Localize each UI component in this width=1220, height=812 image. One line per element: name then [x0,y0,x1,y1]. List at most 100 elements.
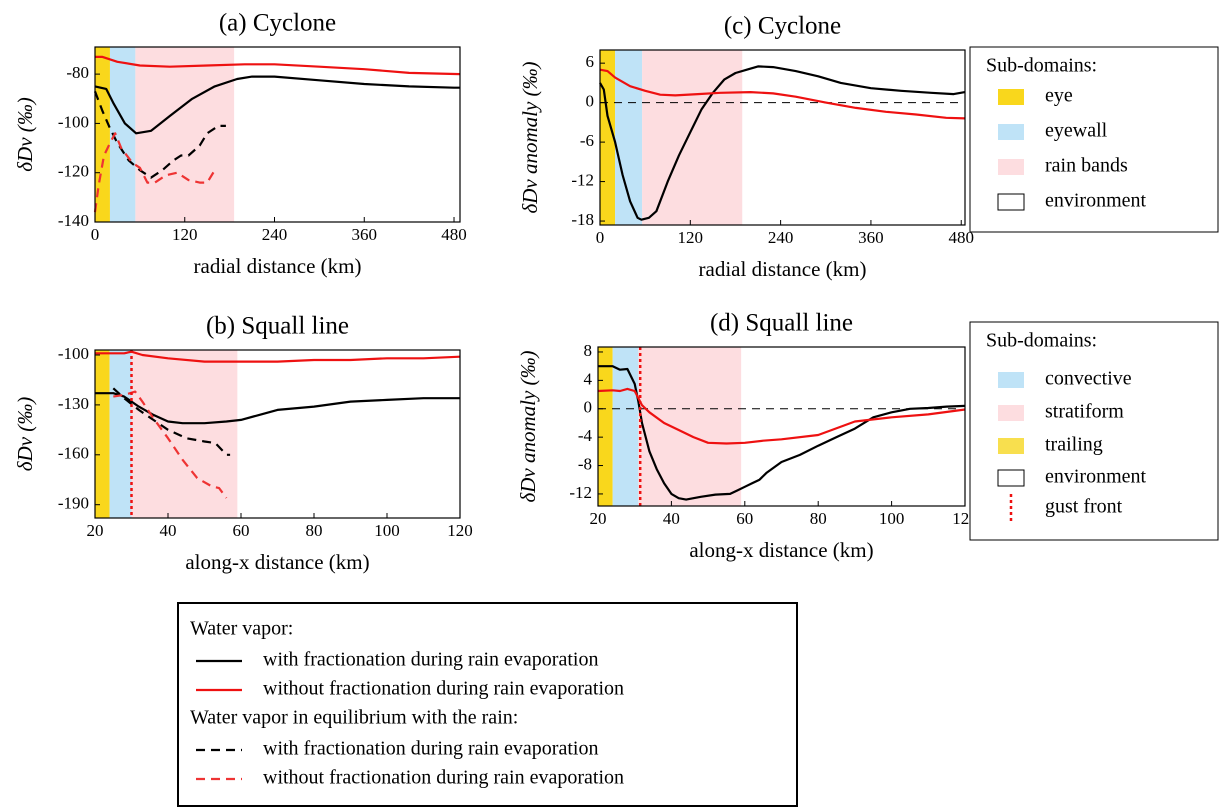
y-axis-label: δDv anomaly (‰) [518,61,542,213]
legend-box [969,321,1219,541]
chart-title: (d) Squall line [710,310,853,337]
data-line [599,65,966,221]
x-tick-label: 60 [233,521,250,540]
y-tick-label: -80 [66,63,89,82]
x-axis-label: radial distance (km) [194,254,362,278]
subdomain-region [612,347,639,506]
data-line [95,55,461,76]
y-tick-label: -8 [578,454,592,473]
y-tick-label: 0 [586,92,595,111]
x-tick-label: 100 [879,509,905,528]
y-axis-label: δDv (‰) [13,97,37,171]
legend-swatch [998,124,1024,140]
y-tick-label: -120 [58,162,89,181]
y-tick-label: -6 [580,131,594,150]
x-tick-label: 360 [352,225,378,244]
legend-swatch [998,89,1024,105]
legend-label: trailing [1045,434,1103,456]
legend-label: without fractionation during rain evapor… [263,678,624,700]
chart-title: (b) Squall line [206,313,349,340]
legend-label: stratiform [1045,401,1124,423]
x-tick-label: 0 [596,228,605,247]
x-tick-label: 20 [590,509,607,528]
legend-swatch [998,438,1024,454]
y-tick-label: 4 [584,369,593,388]
x-tick-label: 60 [736,509,753,528]
y-tick-label: -160 [58,444,89,463]
x-tick-label: 100 [374,521,400,540]
x-tick-label: 80 [810,509,827,528]
x-tick-label: 240 [262,225,288,244]
x-tick-label: 120 [172,225,198,244]
data-line [94,75,460,135]
legend-label: with fractionation during rain evaporati… [263,649,598,671]
y-tick-label: -140 [58,211,89,230]
legend-title: Sub-domains: [986,330,1097,352]
x-tick-label: 80 [306,521,323,540]
legend-swatch [997,193,1025,211]
x-tick-label: 40 [160,521,177,540]
y-tick-label: -190 [58,494,89,513]
data-line [599,68,966,120]
legend-heading: Water vapor: [190,618,293,640]
legend-heading: Water vapor in equilibrium with the rain… [190,707,518,729]
x-tick-label: 120 [447,521,473,540]
plot-frame [599,49,966,226]
y-tick-label: -100 [58,112,89,131]
y-tick-label: -12 [571,170,594,189]
y-tick-label: -12 [569,483,592,502]
legend-label: with fractionation during rain evaporati… [263,738,598,760]
legend-swatch [998,405,1024,421]
subdomain-region [135,47,235,222]
x-tick-label: 40 [663,509,680,528]
x-tick-label: 120 [678,228,704,247]
y-tick-label: 0 [584,398,593,417]
y-axis-label: δDv anomaly (‰) [516,350,540,502]
plot-frame [94,349,461,519]
legend-label: without fractionation during rain evapor… [263,767,624,789]
subdomain-region [95,350,110,518]
legend-title: Sub-domains: [986,55,1097,77]
legend-swatch [998,372,1024,388]
legend-label: environment [1045,190,1147,212]
x-tick-label: 0 [91,225,100,244]
y-tick-label: -4 [578,426,593,445]
x-tick-label: 20 [87,521,104,540]
data-line [93,91,226,179]
x-tick-label: 360 [858,228,884,247]
x-axis-label: along-x distance (km) [185,550,369,574]
subdomain-region [638,347,742,506]
legend-box [177,602,798,807]
subdomain-region [109,350,132,518]
data-line [597,387,966,445]
legend-swatch [997,469,1025,487]
y-tick-label: -18 [571,210,594,229]
x-axis-label: along-x distance (km) [689,538,873,562]
legend-label: eyewall [1045,120,1108,142]
x-axis-label: radial distance (km) [699,257,867,281]
y-tick-label: -100 [58,344,89,363]
x-tick-label: 480 [441,225,467,244]
y-tick-label: 8 [584,341,593,360]
x-tick-label: 240 [768,228,794,247]
chart-title: (c) Cyclone [724,13,841,40]
legend-swatch [998,159,1024,175]
data-line [95,350,461,363]
legend-label: rain bands [1045,155,1128,177]
data-line [112,387,231,456]
legend-label: gust front [1045,496,1123,518]
legend-label: environment [1045,466,1147,488]
y-tick-label: -130 [58,394,89,413]
y-axis-label: δDv (‰) [13,397,37,471]
plot-frame [597,346,966,507]
x-tick-label: 480 [948,228,974,247]
y-tick-label: 6 [586,52,595,71]
legend-label: eye [1045,85,1073,107]
legend-label: convective [1045,368,1132,390]
subdomain-region [642,50,743,225]
chart-title: (a) Cyclone [219,10,336,37]
data-line [95,392,460,425]
data-line [93,132,218,213]
plot-frame [94,46,461,223]
